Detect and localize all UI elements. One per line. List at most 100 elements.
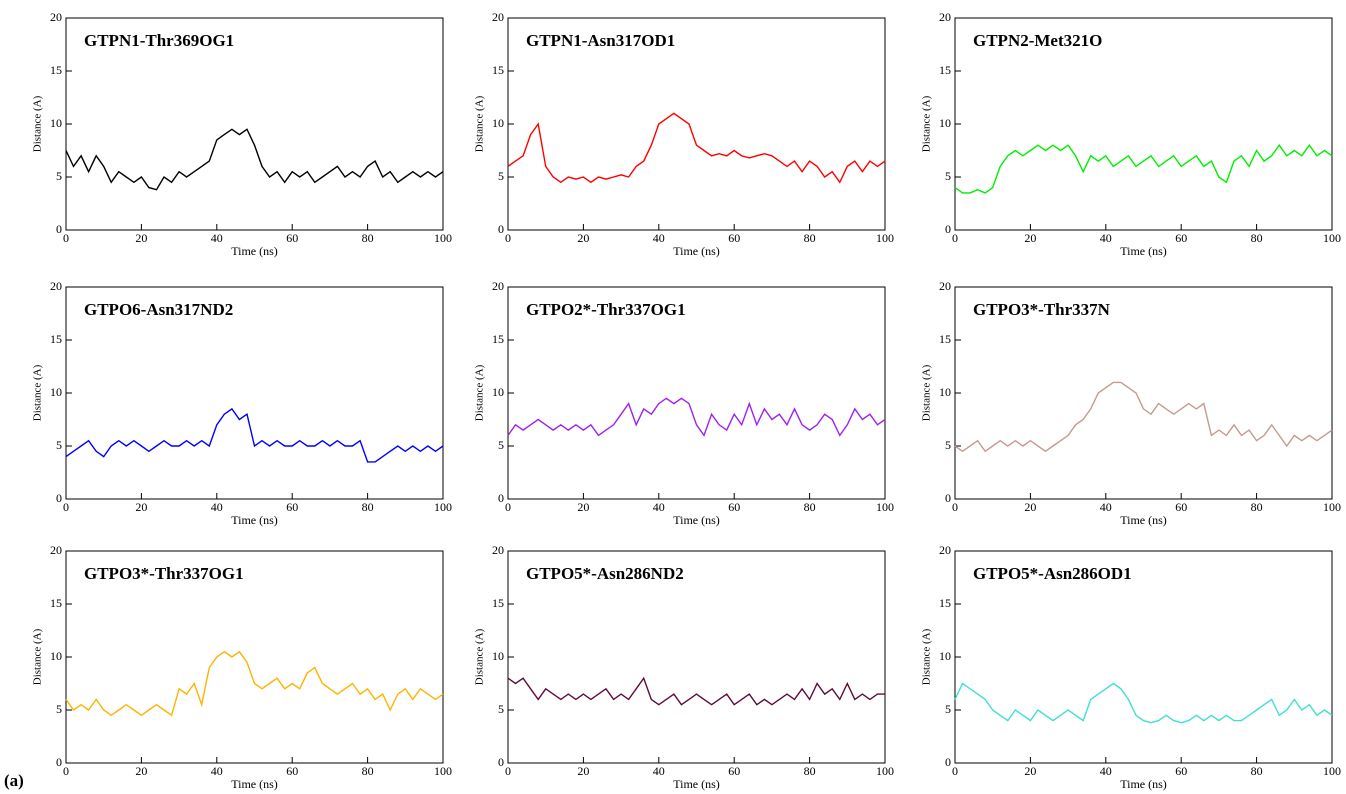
x-tick-label: 0 xyxy=(505,500,511,514)
x-tick-label: 40 xyxy=(653,500,665,514)
x-tick-label: 20 xyxy=(1024,764,1036,778)
y-tick-label: 10 xyxy=(492,116,504,130)
x-axis-label: Time (ns) xyxy=(1120,513,1167,527)
y-tick-label: 15 xyxy=(939,63,951,77)
y-tick-label: 0 xyxy=(945,491,951,505)
y-tick-label: 15 xyxy=(939,596,951,610)
y-tick-label: 10 xyxy=(50,649,62,663)
x-tick-label: 0 xyxy=(952,500,958,514)
subplot: 05101520020406080100Time (ns)Distance (A… xyxy=(474,279,894,527)
x-tick-label: 80 xyxy=(362,500,374,514)
x-axis-label: Time (ns) xyxy=(1120,777,1167,791)
y-tick-label: 10 xyxy=(939,385,951,399)
x-tick-label: 80 xyxy=(1251,500,1263,514)
subplot-title: GTPO5*-Asn286OD1 xyxy=(973,564,1132,583)
x-tick-label: 60 xyxy=(728,231,740,245)
y-tick-label: 5 xyxy=(945,702,951,716)
x-tick-label: 80 xyxy=(804,231,816,245)
x-tick-label: 100 xyxy=(876,500,894,514)
x-tick-label: 100 xyxy=(876,231,894,245)
x-tick-label: 0 xyxy=(63,500,69,514)
y-tick-label: 10 xyxy=(50,116,62,130)
x-tick-label: 40 xyxy=(653,764,665,778)
x-tick-label: 20 xyxy=(577,764,589,778)
figure: (a) 05101520020406080100Time (ns)Distanc… xyxy=(0,0,1346,794)
x-tick-label: 100 xyxy=(434,500,452,514)
x-tick-label: 0 xyxy=(952,764,958,778)
y-tick-label: 10 xyxy=(939,649,951,663)
x-axis-label: Time (ns) xyxy=(1120,244,1167,258)
y-tick-label: 15 xyxy=(50,63,62,77)
y-tick-label: 20 xyxy=(939,543,951,557)
y-tick-label: 20 xyxy=(492,279,504,293)
y-tick-label: 0 xyxy=(945,222,951,236)
y-tick-label: 5 xyxy=(498,702,504,716)
panel-label: (a) xyxy=(4,771,24,790)
subplot-title: GTPO3*-Thr337OG1 xyxy=(84,564,244,583)
x-tick-label: 40 xyxy=(1100,764,1112,778)
x-axis-label: Time (ns) xyxy=(231,244,278,258)
x-tick-label: 100 xyxy=(1323,231,1341,245)
y-tick-label: 0 xyxy=(945,755,951,769)
y-tick-label: 15 xyxy=(492,63,504,77)
y-tick-label: 15 xyxy=(50,332,62,346)
subplot-title: GTPO2*-Thr337OG1 xyxy=(526,300,686,319)
x-tick-label: 20 xyxy=(135,764,147,778)
x-tick-label: 80 xyxy=(362,764,374,778)
x-tick-label: 80 xyxy=(1251,764,1263,778)
x-tick-label: 100 xyxy=(1323,764,1341,778)
y-tick-label: 0 xyxy=(56,222,62,236)
x-tick-label: 60 xyxy=(286,231,298,245)
y-tick-label: 20 xyxy=(50,10,62,24)
x-tick-label: 0 xyxy=(952,231,958,245)
y-tick-label: 5 xyxy=(498,438,504,452)
y-tick-label: 5 xyxy=(56,438,62,452)
y-tick-label: 10 xyxy=(492,385,504,399)
y-tick-label: 0 xyxy=(498,755,504,769)
y-tick-label: 15 xyxy=(492,596,504,610)
x-tick-label: 40 xyxy=(1100,231,1112,245)
y-axis-label: Distance (A) xyxy=(474,364,486,421)
y-tick-label: 5 xyxy=(945,438,951,452)
x-axis-label: Time (ns) xyxy=(231,777,278,791)
x-tick-label: 100 xyxy=(434,231,452,245)
y-tick-label: 15 xyxy=(50,596,62,610)
x-tick-label: 40 xyxy=(1100,500,1112,514)
x-tick-label: 100 xyxy=(1323,500,1341,514)
x-tick-label: 60 xyxy=(728,500,740,514)
x-tick-label: 40 xyxy=(211,500,223,514)
x-tick-label: 80 xyxy=(362,231,374,245)
subplot-title: GTPO6-Asn317ND2 xyxy=(84,300,233,319)
y-tick-label: 0 xyxy=(498,222,504,236)
y-tick-label: 5 xyxy=(56,169,62,183)
x-tick-label: 0 xyxy=(63,231,69,245)
x-tick-label: 80 xyxy=(1251,231,1263,245)
y-axis-label: Distance (A) xyxy=(474,95,486,152)
x-tick-label: 20 xyxy=(577,500,589,514)
x-tick-label: 40 xyxy=(211,231,223,245)
x-tick-label: 60 xyxy=(728,764,740,778)
y-axis-label: Distance (A) xyxy=(32,364,44,421)
y-tick-label: 20 xyxy=(50,279,62,293)
y-tick-label: 20 xyxy=(939,279,951,293)
y-tick-label: 10 xyxy=(492,649,504,663)
y-tick-label: 20 xyxy=(939,10,951,24)
y-tick-label: 5 xyxy=(498,169,504,183)
x-axis-label: Time (ns) xyxy=(673,777,720,791)
x-tick-label: 40 xyxy=(211,764,223,778)
y-tick-label: 5 xyxy=(56,702,62,716)
x-tick-label: 0 xyxy=(505,764,511,778)
y-tick-label: 5 xyxy=(945,169,951,183)
y-tick-label: 0 xyxy=(498,491,504,505)
x-axis-label: Time (ns) xyxy=(231,513,278,527)
subplot-title: GTPN2-Met321O xyxy=(973,31,1102,50)
x-tick-label: 20 xyxy=(577,231,589,245)
x-tick-label: 80 xyxy=(804,764,816,778)
